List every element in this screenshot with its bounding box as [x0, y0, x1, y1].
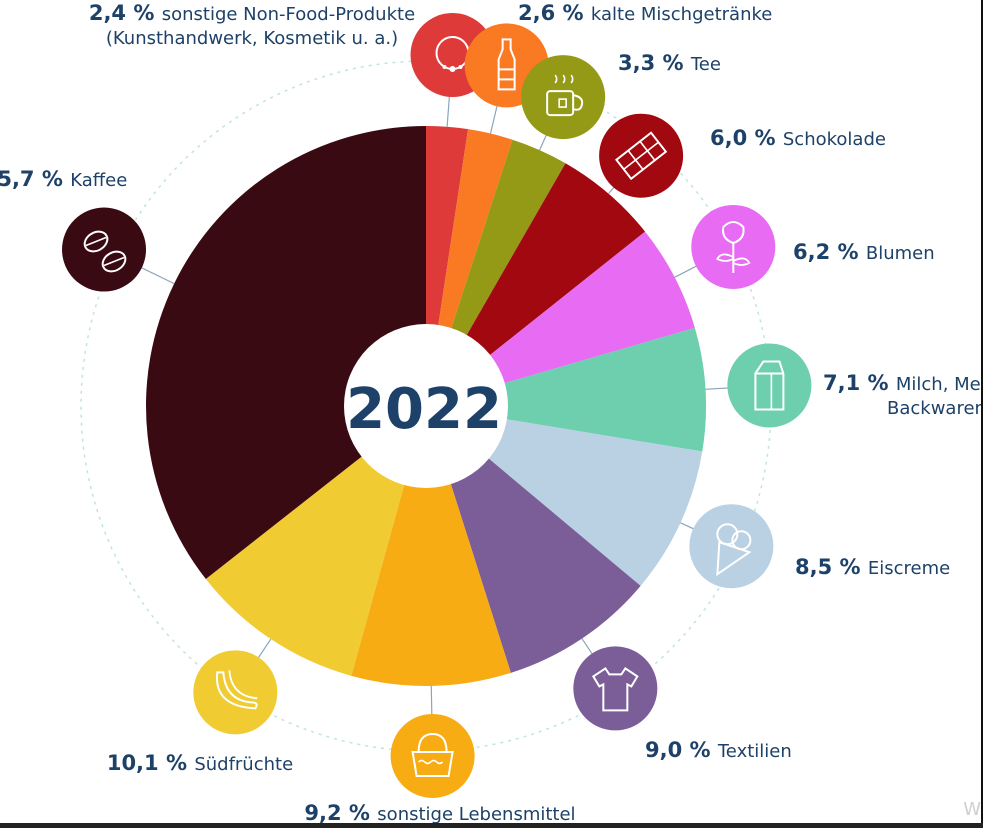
window-edge	[981, 0, 983, 824]
slice-category: Textilien	[717, 741, 792, 762]
pie-slice	[205, 406, 426, 676]
coffee-beans-icon	[62, 207, 147, 292]
slice-category: sonstige Lebensmittel	[377, 804, 575, 825]
basket-icon	[390, 713, 475, 798]
slice-label: 10,1 % Südfrüchte	[107, 751, 293, 775]
slice-category-line2: (Kunsthandwerk, Kosmetik u. a.)	[106, 28, 398, 49]
slice-category: Milch, Meh	[896, 374, 983, 395]
slice-label: 6,2 % Blumen	[793, 240, 935, 264]
rose-icon	[691, 204, 776, 289]
slice-percent: 6,0 %	[710, 126, 783, 150]
pie-slice	[146, 126, 426, 580]
pie-slice	[426, 406, 641, 673]
slice-percent: 6,2 %	[793, 240, 866, 264]
slice-category: Schokolade	[783, 129, 886, 150]
slice-percent: 3,3 %	[618, 51, 691, 75]
slice-category: Kaffee	[70, 170, 127, 191]
slice-category-line2: Backwaren	[887, 398, 983, 419]
chocolate-bar-icon	[599, 113, 684, 198]
slice-percent: 7,1 %	[823, 371, 896, 395]
slice-label: 6,0 % Schokolade	[710, 126, 886, 150]
slice-percent: 55,7 %	[0, 167, 70, 191]
bottom-bar	[0, 823, 983, 828]
slice-percent: 2,4 %	[89, 1, 162, 25]
slice-label: 9,0 % Textilien	[645, 738, 792, 762]
watermark: W	[963, 799, 981, 820]
slice-label: 55,7 % Kaffee	[0, 167, 127, 191]
slice-label: 7,1 % Milch, Meh	[823, 371, 983, 395]
pie-slice	[426, 327, 706, 452]
slice-label: 8,5 % Eiscreme	[795, 555, 950, 579]
slice-percent: 2,6 %	[518, 1, 591, 25]
slice-category: Blumen	[866, 243, 935, 264]
pie-slice	[351, 406, 511, 686]
slice-percent: 9,0 %	[645, 738, 718, 762]
t-shirt-icon	[573, 646, 658, 731]
banana-icon	[193, 650, 278, 735]
slice-percent: 10,1 %	[107, 751, 194, 775]
slice-label: 9,2 % sonstige Lebensmittel	[304, 801, 575, 825]
slice-percent: 8,5 %	[795, 555, 868, 579]
ice-cream-icon	[689, 504, 774, 589]
slice-category: Südfrüchte	[194, 754, 293, 775]
slice-category: sonstige Non-Food-Produkte	[162, 4, 415, 25]
center-circle	[344, 324, 508, 488]
slice-label: 2,6 % kalte Mischgetränke	[518, 1, 772, 25]
tea-cup-icon	[521, 55, 606, 140]
slice-category: kalte Mischgetränke	[591, 4, 772, 25]
slice-category: Tee	[690, 54, 721, 75]
slice-label: 2,4 % sonstige Non-Food-Produkte	[89, 1, 415, 25]
pie-slice	[426, 406, 703, 586]
slice-label: 3,3 % Tee	[618, 51, 721, 75]
center-year-label: 2022	[346, 377, 502, 442]
slice-category: Eiscreme	[868, 558, 950, 579]
milk-carton-icon	[727, 343, 812, 428]
slice-percent: 9,2 %	[304, 801, 377, 825]
